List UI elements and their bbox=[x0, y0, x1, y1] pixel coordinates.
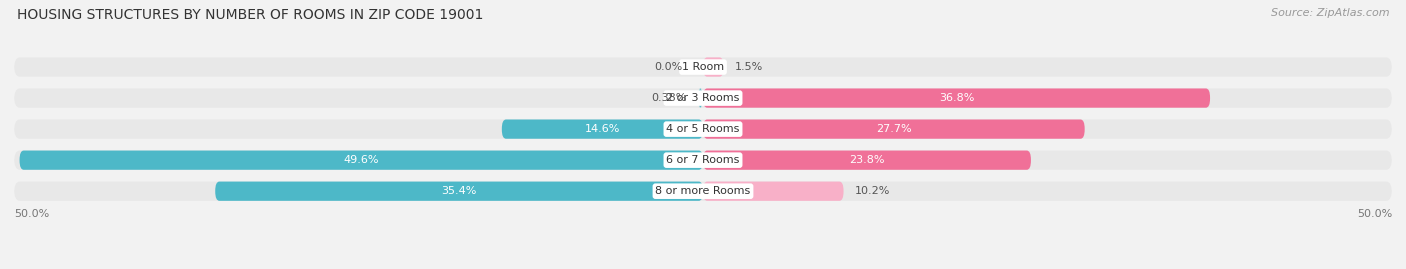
Text: 2 or 3 Rooms: 2 or 3 Rooms bbox=[666, 93, 740, 103]
Text: 49.6%: 49.6% bbox=[343, 155, 380, 165]
FancyBboxPatch shape bbox=[14, 182, 1392, 201]
FancyBboxPatch shape bbox=[14, 57, 1392, 77]
FancyBboxPatch shape bbox=[703, 89, 1211, 108]
FancyBboxPatch shape bbox=[703, 119, 1084, 139]
Text: 36.8%: 36.8% bbox=[939, 93, 974, 103]
FancyBboxPatch shape bbox=[14, 89, 1392, 108]
Text: 1.5%: 1.5% bbox=[735, 62, 763, 72]
Text: 14.6%: 14.6% bbox=[585, 124, 620, 134]
Text: Source: ZipAtlas.com: Source: ZipAtlas.com bbox=[1271, 8, 1389, 18]
FancyBboxPatch shape bbox=[697, 89, 703, 108]
Text: 0.38%: 0.38% bbox=[651, 93, 686, 103]
FancyBboxPatch shape bbox=[14, 119, 1392, 139]
Text: 4 or 5 Rooms: 4 or 5 Rooms bbox=[666, 124, 740, 134]
FancyBboxPatch shape bbox=[502, 119, 703, 139]
FancyBboxPatch shape bbox=[20, 151, 703, 170]
FancyBboxPatch shape bbox=[215, 182, 703, 201]
Text: 6 or 7 Rooms: 6 or 7 Rooms bbox=[666, 155, 740, 165]
FancyBboxPatch shape bbox=[703, 57, 724, 77]
FancyBboxPatch shape bbox=[14, 151, 1392, 170]
Text: 8 or more Rooms: 8 or more Rooms bbox=[655, 186, 751, 196]
Text: 35.4%: 35.4% bbox=[441, 186, 477, 196]
Text: 27.7%: 27.7% bbox=[876, 124, 911, 134]
FancyBboxPatch shape bbox=[703, 151, 1031, 170]
FancyBboxPatch shape bbox=[703, 182, 844, 201]
Text: 50.0%: 50.0% bbox=[1357, 209, 1392, 219]
Text: 0.0%: 0.0% bbox=[654, 62, 682, 72]
Text: HOUSING STRUCTURES BY NUMBER OF ROOMS IN ZIP CODE 19001: HOUSING STRUCTURES BY NUMBER OF ROOMS IN… bbox=[17, 8, 484, 22]
Text: 23.8%: 23.8% bbox=[849, 155, 884, 165]
Text: 50.0%: 50.0% bbox=[14, 209, 49, 219]
Text: 10.2%: 10.2% bbox=[855, 186, 890, 196]
Text: 1 Room: 1 Room bbox=[682, 62, 724, 72]
